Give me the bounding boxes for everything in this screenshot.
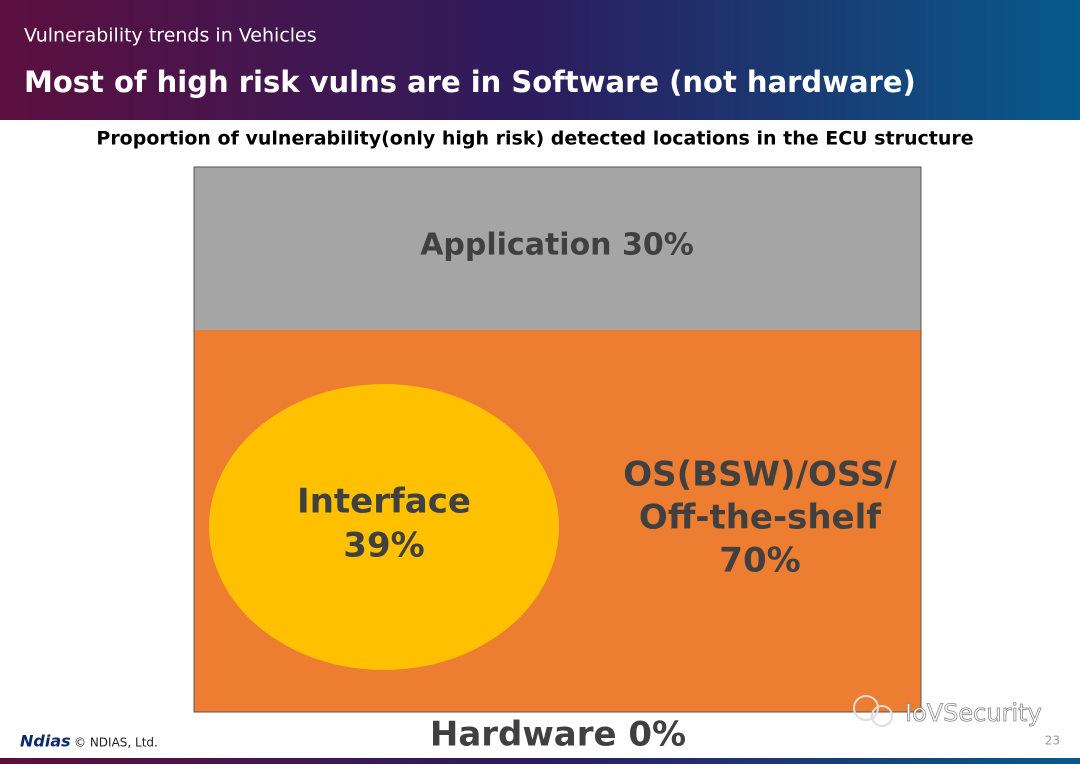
caption: Proportion of vulnerability(only high ri… — [96, 128, 973, 150]
region-label: Interface — [297, 482, 471, 522]
region-label: Hardware 0% — [430, 715, 686, 755]
interface-ellipse — [209, 384, 559, 670]
header-band — [0, 0, 1080, 120]
watermark-icon — [871, 705, 893, 727]
section-title: Vulnerability trends in Vehicles — [24, 25, 317, 47]
ecu-frame — [193, 166, 922, 713]
watermark: IoVSecurity — [905, 699, 1042, 727]
copyright: © NDIAS, Ltd. — [74, 736, 158, 750]
slide-title: Most of high risk vulns are in Software … — [24, 65, 916, 99]
page-number: 23 — [1045, 734, 1060, 748]
region-label: Off-the-shelf — [639, 498, 882, 538]
logo: Ndias — [20, 732, 71, 751]
watermark-icon — [853, 695, 879, 721]
region-label: 39% — [343, 526, 424, 566]
region-label: 70% — [719, 541, 800, 581]
region-label: Application 30% — [420, 228, 694, 263]
application-region — [194, 167, 921, 330]
footer-band — [0, 758, 1080, 764]
region-label: OS(BSW)/OSS/ — [623, 455, 897, 495]
